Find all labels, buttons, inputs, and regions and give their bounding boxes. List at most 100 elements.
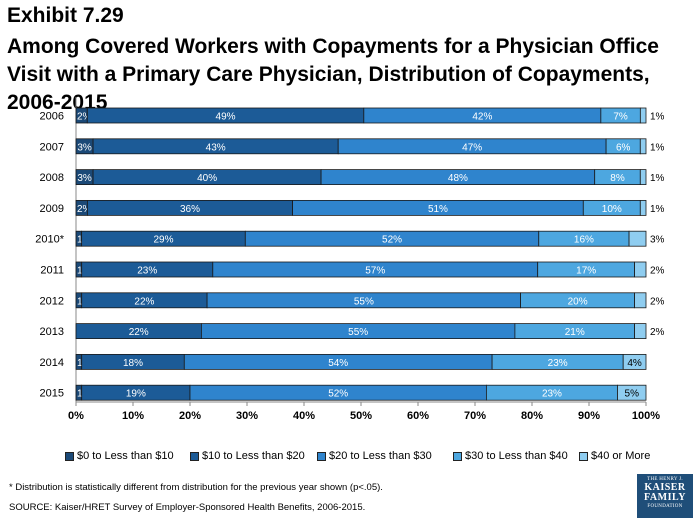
x-tick-label: 10%	[122, 410, 144, 422]
legend-swatch	[453, 451, 462, 461]
bar-segment	[634, 323, 647, 340]
bar-segment	[634, 261, 647, 278]
data-label: 49%	[216, 112, 236, 123]
data-label: 4%	[627, 358, 642, 369]
data-label: 21%	[565, 327, 585, 338]
data-label: 23%	[548, 358, 568, 369]
data-label: 2%	[77, 204, 92, 215]
x-tick-label: 100%	[632, 410, 660, 422]
bar-segment	[639, 169, 647, 186]
data-label: 43%	[206, 142, 226, 153]
legend-label: $30 to Less than $40	[465, 450, 568, 462]
data-label: 29%	[153, 235, 173, 246]
x-tick-label: 80%	[521, 410, 543, 422]
logo-line-2: KAISER	[644, 482, 686, 493]
data-label: 55%	[348, 327, 368, 338]
legend-label: $40 or More	[591, 450, 651, 462]
legend-item: $20 to Less than $30	[317, 450, 432, 462]
legend-swatch	[317, 451, 326, 461]
category-label: 2007	[40, 141, 64, 153]
data-label: 52%	[328, 389, 348, 400]
data-label: 18%	[123, 358, 143, 369]
data-label: 52%	[382, 235, 402, 246]
category-label: 2009	[40, 203, 64, 215]
data-label: 51%	[428, 204, 448, 215]
data-label: 3%	[650, 235, 665, 246]
bar-segment	[639, 138, 647, 155]
data-label: 10%	[602, 204, 622, 215]
x-tick-label: 90%	[578, 410, 600, 422]
legend-swatch	[579, 451, 588, 461]
chart-title: Among Covered Workers with Copayments fo…	[7, 35, 659, 114]
data-label: 2%	[650, 266, 665, 277]
data-label: 6%	[616, 142, 631, 153]
category-label: 2011	[40, 265, 64, 277]
legend-item: $0 to Less than $10	[65, 450, 174, 462]
data-label: 22%	[129, 327, 149, 338]
legend-swatch	[190, 451, 199, 461]
footnote: * Distribution is statistically differen…	[9, 482, 383, 493]
bar-segment	[617, 384, 647, 401]
bar-segment	[639, 107, 647, 124]
data-label: 23%	[137, 266, 157, 277]
bar-segment	[628, 230, 647, 247]
category-label: 2014	[40, 357, 64, 369]
category-label: 2015	[40, 388, 64, 400]
bar-segment	[622, 353, 647, 370]
data-label: 16%	[574, 235, 594, 246]
legend-label: $0 to Less than $10	[77, 450, 174, 462]
bar-segment	[634, 292, 647, 309]
kff-logo: THE HENRY J. KAISER FAMILY FOUNDATION	[637, 474, 693, 518]
exhibit-number: Exhibit 7.29	[7, 4, 124, 27]
x-tick-label: 40%	[293, 410, 315, 422]
data-label: 19%	[126, 389, 146, 400]
data-label: 55%	[354, 296, 374, 307]
category-label: 2012	[40, 295, 64, 307]
data-label: 40%	[197, 173, 217, 184]
data-label: 1%	[650, 204, 665, 215]
data-label: 5%	[625, 389, 640, 400]
data-label: 8%	[610, 173, 625, 184]
data-label: 3%	[77, 142, 92, 153]
data-label: 2%	[650, 327, 665, 338]
data-label: 3%	[77, 173, 92, 184]
x-tick-label: 70%	[464, 410, 486, 422]
bar-segment	[639, 199, 647, 216]
legend-swatch	[65, 451, 74, 461]
data-label: 1%	[650, 173, 665, 184]
data-label: 47%	[462, 142, 482, 153]
category-label: 2006	[40, 111, 64, 123]
x-tick-label: 60%	[407, 410, 429, 422]
logo-line-4: FOUNDATION	[647, 504, 683, 509]
legend-item: $40 or More	[579, 450, 650, 462]
data-label: 2%	[77, 112, 92, 123]
legend-label: $10 to Less than $20	[202, 450, 305, 462]
data-label: 17%	[576, 266, 596, 277]
data-label: 23%	[542, 389, 562, 400]
data-label: 7%	[613, 112, 628, 123]
category-label: 2010*	[35, 234, 64, 246]
legend-item: $10 to Less than $20	[190, 450, 305, 462]
legend-item: $30 to Less than $40	[453, 450, 568, 462]
data-label: 42%	[472, 112, 492, 123]
data-label: 1%	[650, 112, 665, 123]
data-label: 22%	[134, 296, 154, 307]
data-label: 48%	[448, 173, 468, 184]
data-label: 1%	[650, 142, 665, 153]
data-label: 2%	[650, 296, 665, 307]
legend-label: $20 to Less than $30	[329, 450, 432, 462]
x-tick-label: 0%	[68, 410, 84, 422]
data-label: 36%	[180, 204, 200, 215]
category-label: 2013	[40, 326, 64, 338]
stacked-bar-chart: 0% 10% 20% 30% 40% 50% 60% 70% 80% 90% 100% 2006 2% 4…	[35, 97, 665, 422]
x-tick-label: 50%	[350, 410, 372, 422]
x-tick-label: 20%	[179, 410, 201, 422]
x-tick-label: 30%	[236, 410, 258, 422]
data-label: 57%	[365, 266, 385, 277]
data-label: 20%	[568, 296, 588, 307]
data-label: 54%	[328, 358, 348, 369]
chart-legend: $0 to Less than $10 $10 to Less than $20 $…	[0, 450, 698, 466]
category-label: 2008	[40, 172, 64, 184]
logo-line-1: THE HENRY J.	[647, 477, 683, 482]
source-note: SOURCE: Kaiser/HRET Survey of Employer-S…	[9, 502, 366, 513]
